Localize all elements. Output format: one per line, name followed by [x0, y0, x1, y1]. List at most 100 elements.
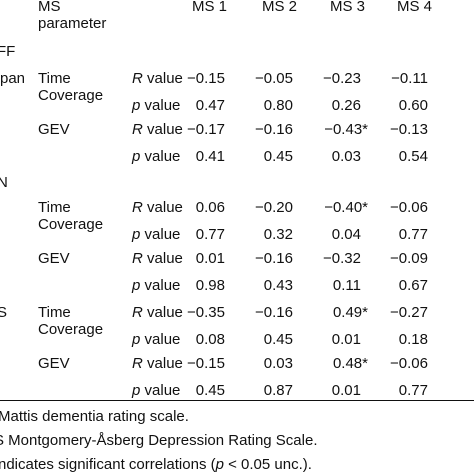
table-cell: 0.49* [332, 304, 368, 321]
stat-symbol: p [132, 97, 141, 114]
footnote-3-text-a: ndicates significant correlations ( [0, 456, 216, 473]
param-coverage-2: Coverage [38, 216, 104, 233]
table-cell: −0.27 [390, 304, 428, 321]
table-cell: −0.16 [255, 304, 293, 321]
stat-suffix: value [144, 148, 181, 165]
header-parameter: parameter [38, 15, 107, 32]
stat-suffix: value [144, 277, 181, 294]
group-first-1: pan [0, 70, 26, 87]
table-cell: 0.43 [263, 277, 293, 294]
param-coverage-3: Coverage [38, 321, 104, 338]
table-cell: 0.01 [195, 250, 225, 267]
p-value-label: p value [132, 97, 180, 115]
table-cell: −0.40* [324, 199, 368, 216]
table-cell: 0.98 [195, 277, 225, 294]
table-cell: −0.43* [324, 121, 368, 138]
stat-symbol: p [132, 277, 141, 294]
table-cell: 0.08 [195, 331, 225, 348]
r-value-label: R value [132, 121, 183, 139]
stat-suffix: value [144, 226, 181, 243]
table-cell: 0.45 [263, 148, 293, 165]
table-cell: 0.11 [332, 277, 361, 294]
stat-symbol: R [132, 250, 143, 267]
table-cell: 0.45 [195, 382, 225, 399]
r-value-label: R value [132, 250, 183, 268]
stat-symbol: R [132, 304, 143, 321]
table-cell: 0.80 [263, 97, 293, 114]
stat-symbol: R [132, 70, 143, 87]
footnote-3-p: p [215, 456, 224, 473]
table-cell: 0.77 [398, 226, 428, 243]
table-cell: −0.15 [187, 70, 225, 87]
table-cell: 0.87 [263, 382, 293, 399]
table-cell: −0.06 [390, 199, 428, 216]
stat-symbol: p [132, 148, 141, 165]
r-value-label: R value [132, 304, 183, 322]
table-cell: 0.45 [263, 331, 293, 348]
table-cell: −0.35 [187, 304, 225, 321]
table-cell: −0.06 [390, 355, 428, 372]
param-gev-1: GEV [38, 121, 70, 138]
table-cell: 0.03 [263, 355, 293, 372]
stat-symbol: p [132, 226, 141, 243]
table-cell: −0.05 [255, 70, 293, 87]
stat-suffix: value [147, 121, 183, 138]
param-gev-2: GEV [38, 250, 70, 267]
table-cell: 0.77 [195, 226, 225, 243]
table-cell: −0.13 [390, 121, 428, 138]
param-time-2: Time [38, 199, 71, 216]
col-ms1: MS 1 [192, 0, 228, 15]
table-cell: 0.18 [398, 331, 428, 348]
param-coverage-1: Coverage [38, 87, 104, 104]
p-value-label: p value [132, 226, 180, 244]
footnote-3-text-b: < 0.05 unc.). [223, 456, 312, 473]
table-cell: 0.01 [331, 331, 361, 348]
table-cell: −0.23 [323, 70, 361, 87]
group-label-3: S [0, 304, 8, 321]
table-cell: −0.20 [255, 199, 293, 216]
table-cell: 0.54 [398, 148, 428, 165]
stat-suffix: value [144, 331, 181, 348]
table-cell: −0.17 [187, 121, 225, 138]
param-time-3: Time [38, 304, 71, 321]
p-value-label: p value [132, 331, 180, 349]
stat-symbol: p [132, 331, 141, 348]
group-label-1: FF [0, 43, 16, 60]
stat-suffix: value [144, 97, 181, 114]
stat-symbol: R [132, 355, 143, 372]
param-gev-3: GEV [38, 355, 70, 372]
r-value-label: R value [132, 199, 183, 217]
p-value-label: p value [132, 148, 180, 166]
col-ms4: MS 4 [397, 0, 433, 15]
footnote-1: Mattis dementia rating scale. [0, 408, 189, 425]
table-cell: 0.26 [331, 97, 361, 114]
table-bottom-rule [0, 400, 474, 401]
table-cell: −0.32 [323, 250, 361, 267]
table-cell: 0.41 [195, 148, 225, 165]
param-time-1: Time [38, 70, 71, 87]
stat-suffix: value [147, 304, 183, 321]
stat-symbol: R [132, 121, 143, 138]
r-value-label: R value [132, 70, 183, 88]
table-cell: 0.06 [195, 199, 225, 216]
col-ms3: MS 3 [330, 0, 366, 15]
table-cell: 0.03 [331, 148, 361, 165]
stat-symbol: R [132, 199, 143, 216]
table-cell: 0.60 [398, 97, 428, 114]
stat-suffix: value [147, 70, 183, 87]
table-cell: −0.15 [187, 355, 225, 372]
table-cell: 0.77 [398, 382, 428, 399]
stat-suffix: value [147, 199, 183, 216]
p-value-label: p value [132, 382, 180, 400]
header-ms: MS [38, 0, 61, 15]
table-cell: −0.16 [255, 250, 293, 267]
footnote-2: S Montgomery-Åsberg Depression Rating Sc… [0, 432, 318, 449]
r-value-label: R value [132, 355, 183, 373]
p-value-label: p value [132, 277, 180, 295]
table-cell: 0.32 [263, 226, 293, 243]
table-cell: 0.01 [331, 382, 361, 399]
stat-suffix: value [144, 382, 181, 399]
stat-symbol: p [132, 382, 141, 399]
table-cell: −0.11 [391, 70, 428, 87]
table-cell: 0.04 [331, 226, 361, 243]
